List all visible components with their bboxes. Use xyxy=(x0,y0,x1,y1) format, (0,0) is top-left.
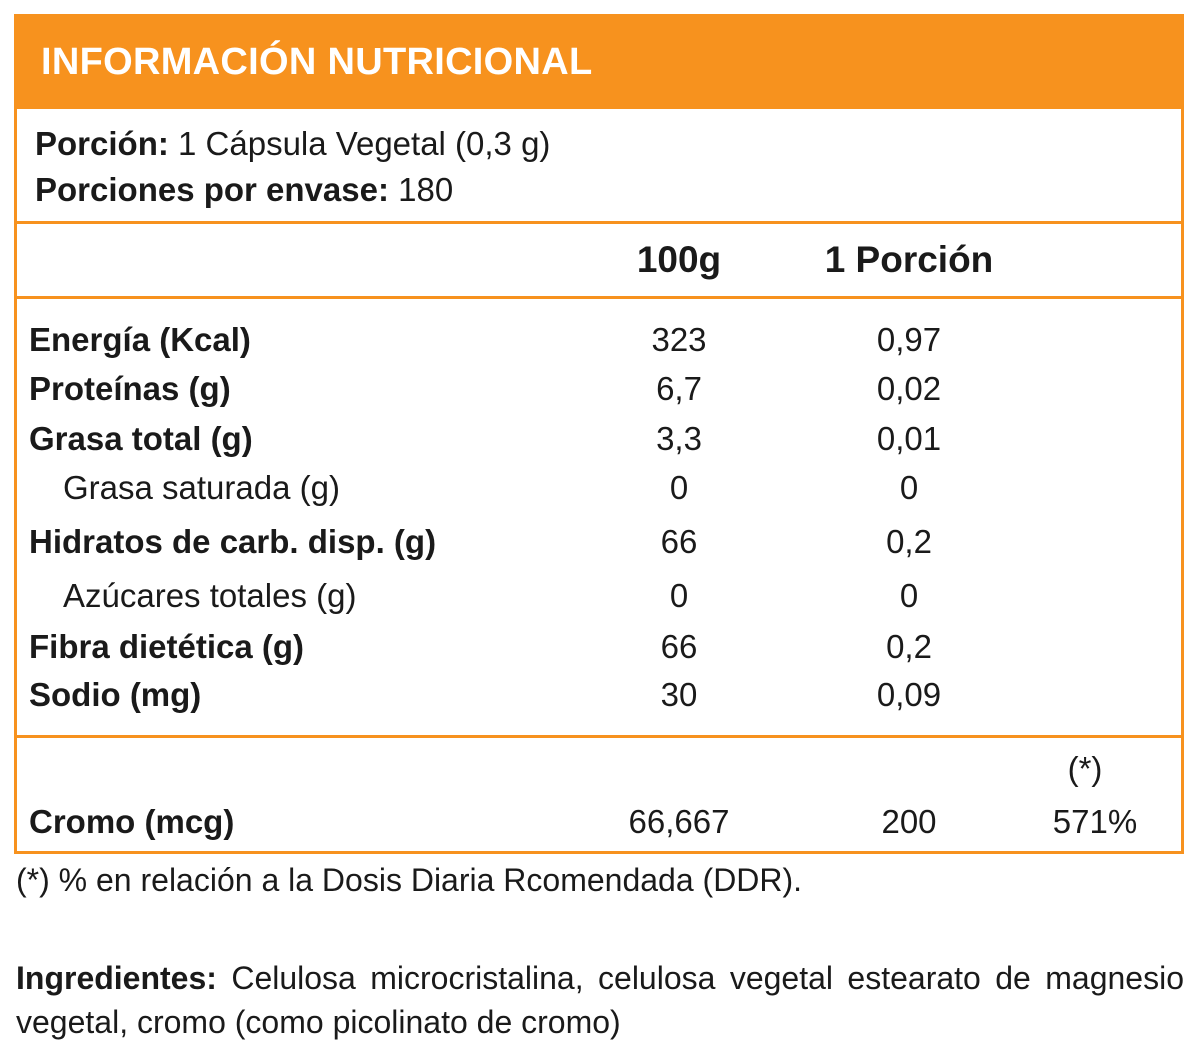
nutrient-label-total-fat: Grasa total (g) xyxy=(29,420,253,457)
nutrient-label-saturated-fat: Grasa saturada (g) xyxy=(63,469,340,506)
ingredients-paragraph: Ingredientes: Celulosa microcristalina, … xyxy=(16,956,1184,1044)
nutrient-label-sodium: Sodio (mg) xyxy=(29,676,202,713)
fiber-per-portion: 0,2 xyxy=(886,628,932,665)
portion-line: Porción: 1 Cápsula Vegetal (0,3 g) xyxy=(35,125,550,163)
chromium-ddr-percent: 571% xyxy=(1052,803,1138,840)
energy-per-portion: 0,97 xyxy=(876,321,942,358)
servings-per-pack-value: 180 xyxy=(398,171,454,208)
column-header-100g: 100g xyxy=(636,239,722,280)
ddr-marker: (*) xyxy=(1067,750,1103,787)
sodium-per100: 30 xyxy=(660,676,698,713)
column-header-portion: 1 Porción xyxy=(824,239,994,280)
carbohydrates-per100: 66 xyxy=(660,523,698,560)
ddr-footnote: (*) % en relación a la Dosis Diaria Rcom… xyxy=(16,862,803,898)
carbohydrates-per-portion: 0,2 xyxy=(886,523,932,560)
servings-per-pack-line: Porciones por envase: 180 xyxy=(35,171,453,209)
panel-header: INFORMACIÓN NUTRICIONAL xyxy=(17,17,1181,109)
nutrient-label-energy: Energía (Kcal) xyxy=(29,321,251,358)
divider xyxy=(17,221,1181,224)
protein-per-portion: 0,02 xyxy=(876,370,942,407)
protein-per100: 6,7 xyxy=(656,370,702,407)
saturated-fat-per-portion: 0 xyxy=(899,469,919,506)
servings-per-pack-label: Porciones por envase: xyxy=(35,171,389,208)
chromium-per100: 66,667 xyxy=(628,803,730,840)
chromium-per-portion: 200 xyxy=(881,803,937,840)
ingredients-label: Ingredientes: xyxy=(16,960,217,996)
total-sugars-per100: 0 xyxy=(669,577,689,614)
nutrient-label-protein: Proteínas (g) xyxy=(29,370,231,407)
divider xyxy=(17,296,1181,299)
total-fat-per-portion: 0,01 xyxy=(876,420,942,457)
fiber-per100: 66 xyxy=(660,628,698,665)
divider xyxy=(17,735,1181,738)
portion-value: 1 Cápsula Vegetal (0,3 g) xyxy=(178,125,551,162)
nutrition-facts-panel: INFORMACIÓN NUTRICIONAL Porción: 1 Cápsu… xyxy=(14,14,1184,854)
nutrient-label-carbohydrates: Hidratos de carb. disp. (g) xyxy=(29,523,437,560)
energy-per100: 323 xyxy=(651,321,707,358)
ingredients-text: Celulosa microcristalina, celulosa veget… xyxy=(16,960,1185,1040)
total-fat-per100: 3,3 xyxy=(656,420,702,457)
nutrient-label-total-sugars: Azúcares totales (g) xyxy=(63,577,357,614)
total-sugars-per-portion: 0 xyxy=(899,577,919,614)
mineral-label-chromium: Cromo (mcg) xyxy=(29,803,235,840)
sodium-per-portion: 0,09 xyxy=(876,676,942,713)
nutrient-label-fiber: Fibra dietética (g) xyxy=(29,628,305,665)
portion-label: Porción: xyxy=(35,125,169,162)
panel-title: INFORMACIÓN NUTRICIONAL xyxy=(41,41,593,83)
saturated-fat-per100: 0 xyxy=(669,469,689,506)
